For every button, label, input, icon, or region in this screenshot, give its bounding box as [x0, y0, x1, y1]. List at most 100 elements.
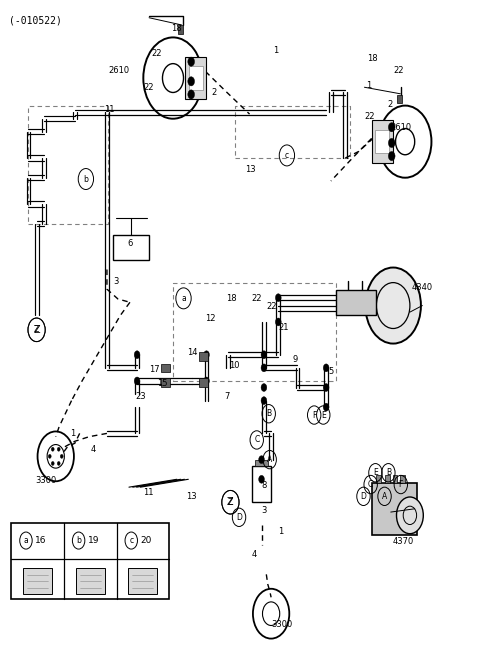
Bar — [23, 568, 52, 594]
Circle shape — [204, 351, 209, 359]
Text: A: A — [382, 492, 387, 501]
Bar — [372, 483, 417, 535]
Text: A: A — [267, 455, 272, 464]
Circle shape — [261, 351, 267, 359]
Text: b: b — [76, 536, 81, 545]
Bar — [189, 66, 203, 90]
Text: 1: 1 — [70, 429, 75, 438]
Bar — [161, 378, 169, 387]
Bar — [113, 235, 149, 260]
Circle shape — [51, 447, 54, 451]
Text: 8: 8 — [262, 482, 267, 490]
Text: D: D — [236, 513, 242, 522]
Circle shape — [48, 455, 51, 459]
Bar — [255, 460, 268, 466]
Circle shape — [261, 364, 267, 372]
Text: 15: 15 — [157, 379, 168, 388]
Text: 1: 1 — [278, 527, 284, 536]
Text: 4340: 4340 — [411, 283, 432, 292]
Circle shape — [261, 384, 267, 392]
Text: 6: 6 — [128, 238, 133, 248]
Text: 20: 20 — [140, 536, 152, 545]
Text: Z: Z — [228, 498, 233, 507]
Text: c: c — [129, 536, 133, 545]
Bar — [199, 378, 208, 387]
Text: 4370: 4370 — [392, 537, 413, 546]
Text: 2: 2 — [387, 100, 393, 109]
Text: 11: 11 — [144, 488, 154, 497]
Circle shape — [388, 152, 395, 161]
Circle shape — [259, 456, 264, 464]
Circle shape — [134, 377, 140, 385]
Bar — [385, 476, 390, 484]
Text: 22: 22 — [144, 83, 154, 93]
Text: Z: Z — [33, 325, 40, 335]
Circle shape — [57, 447, 60, 451]
Text: 22: 22 — [266, 302, 277, 311]
Circle shape — [388, 139, 395, 148]
Circle shape — [365, 267, 421, 344]
Text: 22: 22 — [393, 66, 404, 76]
Circle shape — [51, 461, 54, 465]
Text: a: a — [24, 536, 28, 545]
Text: 10: 10 — [229, 361, 240, 370]
Text: Z: Z — [34, 325, 39, 334]
Text: 2610: 2610 — [391, 124, 412, 132]
Text: F: F — [398, 480, 403, 489]
Text: 3300: 3300 — [35, 476, 57, 485]
Bar — [178, 25, 183, 34]
Circle shape — [134, 351, 140, 359]
Text: 17: 17 — [149, 365, 160, 374]
Bar — [199, 352, 208, 361]
Bar — [336, 290, 376, 315]
Text: 18: 18 — [226, 294, 236, 304]
Text: b: b — [84, 175, 88, 183]
Text: 16: 16 — [35, 536, 47, 545]
Text: 4: 4 — [91, 445, 96, 453]
Circle shape — [259, 476, 264, 484]
Circle shape — [204, 377, 209, 385]
Circle shape — [276, 318, 281, 326]
Circle shape — [323, 384, 329, 392]
Bar — [376, 476, 381, 484]
Text: 3300: 3300 — [271, 620, 292, 629]
Text: 22: 22 — [364, 112, 375, 121]
Bar — [185, 57, 206, 99]
Text: c: c — [285, 151, 289, 160]
Text: Z: Z — [227, 497, 234, 507]
Text: C: C — [368, 480, 373, 489]
Text: 12: 12 — [205, 313, 216, 323]
Text: (-010522): (-010522) — [9, 15, 62, 25]
Text: B: B — [266, 409, 271, 419]
Text: 2: 2 — [211, 88, 216, 97]
Text: E: E — [373, 468, 378, 477]
Text: 13: 13 — [245, 166, 255, 174]
Bar — [393, 476, 397, 484]
Text: 19: 19 — [87, 536, 99, 545]
Text: 13: 13 — [186, 492, 197, 501]
Bar — [161, 364, 169, 373]
Text: 7: 7 — [224, 392, 229, 401]
Text: 2610: 2610 — [108, 66, 130, 76]
Text: a: a — [181, 294, 186, 303]
Text: D: D — [360, 492, 366, 501]
Text: 11: 11 — [104, 105, 114, 114]
Bar — [252, 466, 271, 502]
Bar — [375, 130, 389, 154]
Text: 3: 3 — [113, 277, 119, 286]
Text: 4: 4 — [252, 549, 257, 558]
Circle shape — [323, 403, 329, 411]
Circle shape — [60, 455, 63, 459]
Circle shape — [188, 90, 194, 99]
Circle shape — [261, 397, 267, 405]
Bar — [400, 476, 405, 484]
Text: E: E — [321, 411, 325, 420]
Text: 1: 1 — [366, 81, 371, 91]
Circle shape — [276, 294, 281, 302]
Circle shape — [388, 123, 395, 132]
Text: C: C — [254, 436, 259, 444]
Circle shape — [188, 57, 194, 66]
Bar — [76, 568, 105, 594]
Bar — [397, 95, 402, 103]
Circle shape — [57, 461, 60, 465]
